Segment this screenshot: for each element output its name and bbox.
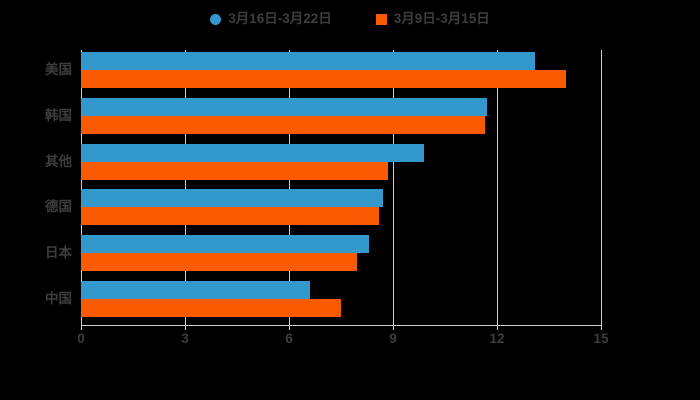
bar-韩国-series-1[interactable] xyxy=(81,97,487,116)
bar-美国-series-1[interactable] xyxy=(81,51,536,70)
bar-韩国-series-2[interactable] xyxy=(81,115,485,134)
gridline-6 xyxy=(289,50,290,325)
chart-legend: 3月16日-3月22日 3月9日-3月15日 xyxy=(0,6,700,32)
bar-中国-series-2[interactable] xyxy=(81,299,341,318)
y-axis-labels: 美国韩国其他德国日本中国 xyxy=(0,50,72,325)
x-axis-tick-mark-3 xyxy=(185,325,186,330)
y-axis-label-中国: 中国 xyxy=(45,291,72,307)
gridline-9 xyxy=(393,50,394,325)
y-axis-label-韩国: 韩国 xyxy=(45,107,72,123)
x-axis-tick-9: 9 xyxy=(389,331,397,346)
legend-marker-circle-icon xyxy=(210,13,222,25)
y-axis-label-德国: 德国 xyxy=(45,199,72,215)
y-axis-label-其他: 其他 xyxy=(45,153,72,169)
x-axis-tick-12: 12 xyxy=(489,331,505,346)
x-axis-tick-mark-9 xyxy=(393,325,394,330)
x-axis-tick-0: 0 xyxy=(77,331,85,346)
x-axis-line xyxy=(81,325,602,326)
x-axis-tick-labels: 0 3 6 9 12 15 xyxy=(0,332,700,354)
bar-其他-series-2[interactable] xyxy=(81,161,388,180)
x-axis-tick-mark-6 xyxy=(289,325,290,330)
bar-德国-series-2[interactable] xyxy=(81,207,380,226)
bar-日本-series-2[interactable] xyxy=(81,253,357,272)
bar-德国-series-1[interactable] xyxy=(81,189,383,208)
x-axis-tick-6: 6 xyxy=(285,331,293,346)
bar-日本-series-1[interactable] xyxy=(81,235,369,254)
x-axis-tick-15: 15 xyxy=(593,331,609,346)
legend-label-series-1: 3月16日-3月22日 xyxy=(228,11,332,27)
plot-area xyxy=(81,50,602,325)
y-axis-label-美国: 美国 xyxy=(45,61,72,77)
y-axis-label-日本: 日本 xyxy=(45,245,72,261)
x-axis-tick-mark-0 xyxy=(81,325,82,330)
bar-中国-series-1[interactable] xyxy=(81,281,310,300)
gridline-3 xyxy=(185,50,186,325)
gridline-12 xyxy=(497,50,498,325)
gridline-15 xyxy=(601,50,602,325)
legend-item-series-2[interactable]: 3月9日-3月15日 xyxy=(375,11,490,27)
gridline-0 xyxy=(81,50,82,325)
x-axis-tick-mark-12 xyxy=(497,325,498,330)
legend-label-series-2: 3月9日-3月15日 xyxy=(393,11,490,27)
bar-美国-series-2[interactable] xyxy=(81,69,567,88)
x-axis-tick-3: 3 xyxy=(181,331,189,346)
x-axis-tick-mark-15 xyxy=(601,325,602,330)
bar-其他-series-1[interactable] xyxy=(81,143,425,162)
legend-marker-square-icon xyxy=(375,13,387,25)
legend-item-series-1[interactable]: 3月16日-3月22日 xyxy=(210,12,332,26)
